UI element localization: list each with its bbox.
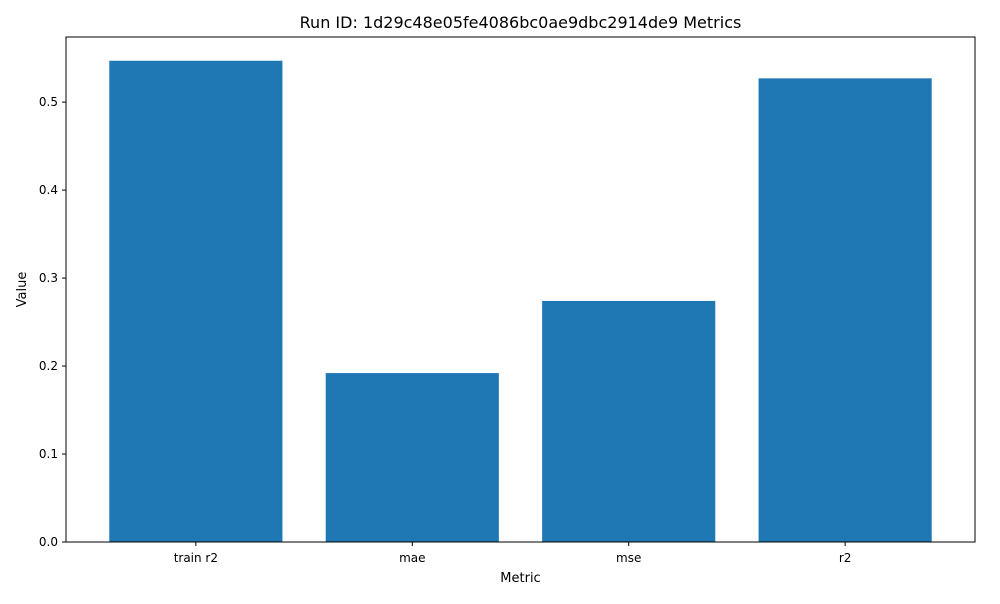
y-axis-label: Value — [15, 272, 30, 308]
y-tick-label: 0.0 — [39, 535, 58, 549]
y-tick-label: 0.2 — [39, 359, 58, 373]
x-tick-label: r2 — [839, 551, 852, 565]
x-axis-ticks: train r2 mae mse r2 — [174, 542, 852, 565]
x-axis-label: Metric — [500, 571, 540, 586]
bar-mae — [325, 373, 499, 542]
plot-frame — [65, 36, 976, 543]
bar-mse — [542, 300, 716, 542]
chart-title: Run ID: 1d29c48e05fe4086bc0ae9dbc2914de9… — [300, 13, 742, 32]
y-tick-label: 0.4 — [39, 183, 58, 197]
x-tick-label: train r2 — [174, 551, 218, 565]
bars-group — [109, 60, 932, 543]
x-tick-label: mae — [399, 551, 425, 565]
x-tick-label: mse — [616, 551, 641, 565]
y-tick-label: 0.1 — [39, 447, 58, 461]
bar-r2 — [758, 78, 932, 543]
y-tick-label: 0.3 — [39, 271, 58, 285]
y-tick-label: 0.5 — [39, 95, 58, 109]
bar-train-r2 — [109, 60, 283, 542]
y-axis-ticks: 0.0 0.1 0.2 0.3 0.4 0.5 — [39, 95, 66, 549]
